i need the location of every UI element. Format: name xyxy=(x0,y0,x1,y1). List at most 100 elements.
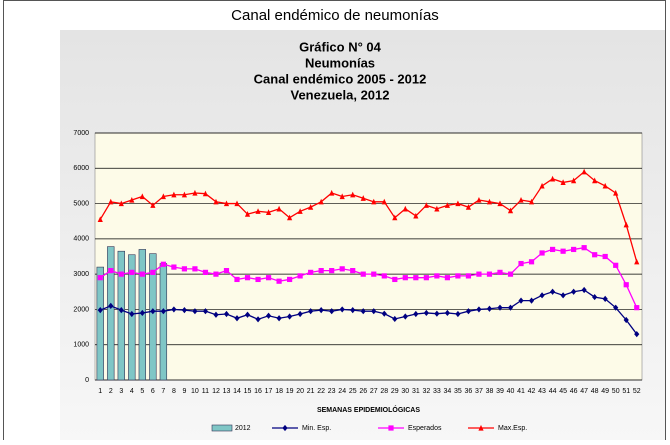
marker xyxy=(476,306,482,313)
x-tick-label: 35 xyxy=(454,388,462,395)
x-tick-label: 28 xyxy=(380,388,388,395)
marker xyxy=(507,207,514,214)
y-tick-label: 6000 xyxy=(73,165,89,172)
x-tick-label: 12 xyxy=(212,388,220,395)
marker xyxy=(129,269,135,275)
marker xyxy=(276,205,282,212)
marker xyxy=(497,200,503,207)
marker xyxy=(518,260,524,267)
marker xyxy=(444,275,450,281)
marker xyxy=(318,268,324,274)
marker xyxy=(129,310,135,318)
marker xyxy=(139,271,145,277)
marker xyxy=(444,309,450,317)
x-tick-label: 14 xyxy=(233,388,241,395)
x-tick-label: 44 xyxy=(549,388,557,395)
marker xyxy=(329,189,335,196)
marker xyxy=(381,198,387,205)
marker xyxy=(223,310,230,318)
marker xyxy=(434,205,440,212)
x-tick-label: 52 xyxy=(633,388,641,395)
x-tick-label: 26 xyxy=(359,388,367,395)
marker xyxy=(339,266,345,272)
marker xyxy=(623,316,629,324)
x-tick-label: 38 xyxy=(486,388,494,395)
bar xyxy=(128,254,136,381)
marker xyxy=(171,264,177,270)
marker xyxy=(571,177,577,184)
marker xyxy=(402,275,408,281)
marker xyxy=(339,306,345,313)
marker xyxy=(592,177,598,184)
marker xyxy=(371,198,377,205)
marker xyxy=(234,200,240,207)
x-tick-label: 25 xyxy=(349,388,357,395)
x-tick-label: 18 xyxy=(275,388,283,395)
marker xyxy=(308,308,314,315)
marker xyxy=(181,307,188,314)
marker xyxy=(444,202,450,208)
marker xyxy=(465,308,472,315)
marker xyxy=(392,315,398,323)
marker xyxy=(402,205,408,212)
marker xyxy=(108,268,114,274)
y-tick-label: 5000 xyxy=(73,200,89,207)
marker xyxy=(371,308,377,315)
marker xyxy=(276,315,282,322)
marker xyxy=(623,282,629,288)
x-tick-label: 1 xyxy=(98,388,102,395)
x-tick-label: 39 xyxy=(496,388,504,395)
x-tick-label: 51 xyxy=(622,388,630,395)
marker xyxy=(560,248,566,254)
marker xyxy=(634,331,640,338)
marker xyxy=(486,305,493,312)
marker xyxy=(392,214,398,221)
marker xyxy=(244,311,251,318)
marker xyxy=(329,268,335,274)
marker xyxy=(213,198,219,205)
marker xyxy=(97,275,103,281)
marker xyxy=(528,297,535,304)
marker xyxy=(339,193,345,200)
marker xyxy=(350,307,356,314)
chart-title: Canal endémico 2005 - 2012 xyxy=(254,71,427,86)
marker xyxy=(518,196,524,203)
marker xyxy=(255,316,261,323)
marker xyxy=(160,261,166,267)
heading: Canal endémico de neumonías xyxy=(231,7,439,24)
marker xyxy=(402,313,408,320)
marker xyxy=(350,268,356,274)
marker xyxy=(549,246,556,253)
x-tick-label: 29 xyxy=(391,388,399,395)
marker xyxy=(160,308,166,315)
marker xyxy=(255,208,261,214)
marker xyxy=(613,304,619,311)
line xyxy=(99,246,638,308)
marker xyxy=(192,189,198,196)
marker xyxy=(613,189,619,196)
y-tick-label: 2000 xyxy=(73,306,89,313)
x-axis-title: SEMANAS EPIDEMIOLÓGICAS xyxy=(317,405,420,414)
x-tick-label: 13 xyxy=(223,388,231,395)
marker xyxy=(97,216,103,223)
marker xyxy=(486,198,493,205)
marker xyxy=(350,191,356,198)
x-tick-label: 36 xyxy=(465,388,473,395)
marker xyxy=(423,309,429,317)
marker xyxy=(329,308,335,315)
x-tick-label: 7 xyxy=(161,388,165,395)
marker xyxy=(202,269,209,275)
chart-title: Gráfico N° 04 xyxy=(299,39,382,54)
frame xyxy=(3,0,666,445)
y-tick-label: 7000 xyxy=(73,130,89,137)
marker xyxy=(528,198,535,205)
marker xyxy=(507,304,514,311)
x-tick-label: 10 xyxy=(191,388,199,395)
x-tick-label: 21 xyxy=(307,388,315,395)
x-tick-label: 24 xyxy=(338,388,346,395)
x-tick-label: 50 xyxy=(612,388,620,395)
x-tick-label: 34 xyxy=(443,388,451,395)
marker xyxy=(360,271,366,277)
marker xyxy=(223,268,230,274)
